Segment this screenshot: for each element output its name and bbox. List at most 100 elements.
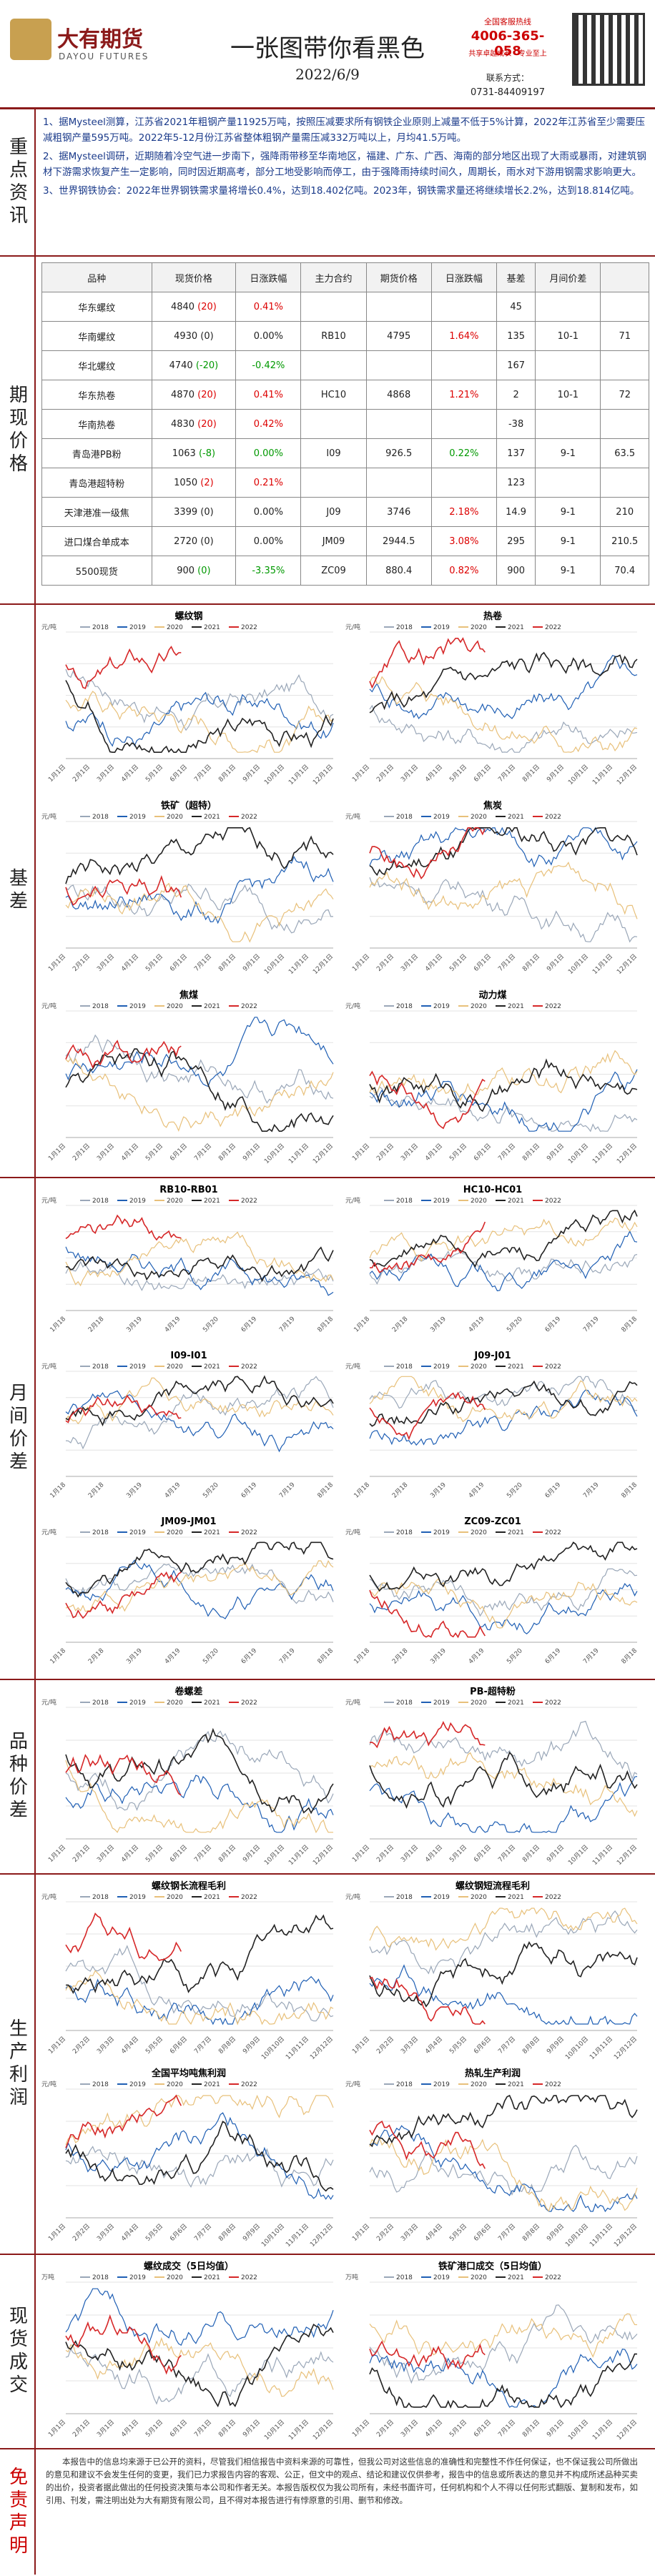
x-tick-label: 4月1日 — [424, 952, 445, 973]
x-tick-label: 5月1日 — [144, 2418, 165, 2439]
chart: HC10-HC01 元/吨 2018 2019 2020 2021 2022 1月18 2月18… — [343, 1181, 643, 1342]
x-tick-label: 3月1日 — [96, 952, 117, 973]
section-label: 期现价格 — [0, 257, 36, 603]
table-header: 日涨跌幅 — [235, 262, 302, 292]
table-cell: 1050 (2) — [151, 468, 237, 498]
x-tick-label: 11月1日 — [287, 1843, 310, 1867]
x-tick-label: 12月1日 — [311, 763, 335, 786]
x-tick-label: 11月11日 — [284, 2222, 310, 2249]
x-tick-label: 4月4日 — [424, 2222, 445, 2243]
legend-label: 2022 — [545, 1003, 561, 1010]
chart-unit: 元/吨 — [345, 1698, 360, 1707]
x-tick-label: 3月1日 — [96, 2418, 117, 2439]
spot-change: (20) — [197, 301, 217, 312]
series-line — [369, 1391, 486, 1441]
x-tick-label: 7月19 — [581, 1481, 600, 1499]
legend-label: 2019 — [433, 814, 450, 821]
table-cell: 3399 (0) — [151, 497, 237, 527]
legend-label: 2021 — [204, 2081, 220, 2088]
legend-label: 2020 — [167, 1198, 183, 1205]
series-line — [369, 826, 638, 877]
x-tick-label: 11月1日 — [591, 952, 614, 976]
contact-phone: 0731-84409197 — [471, 87, 545, 98]
x-tick-label: 2月1日 — [375, 763, 396, 784]
series-line — [369, 1070, 486, 1130]
series-line — [65, 2323, 334, 2408]
chart: 动力煤 元/吨 2018 2019 2020 2021 2022 1月1日 2月1日 3月1日 4月… — [343, 987, 643, 1169]
series-line — [369, 1589, 486, 1639]
series-line — [369, 1578, 638, 1629]
chart-title: 螺纹钢短流程毛利 — [455, 1880, 530, 1892]
table-cell: 9-1 — [535, 438, 601, 468]
report-header: 大有期货 DAYOU FUTURES 一张图带你看黑色 2022/6/9 全国客… — [0, 0, 655, 109]
series-line — [65, 2288, 334, 2346]
x-tick-label: 3月3日 — [96, 2035, 117, 2056]
x-tick-label: 6月19 — [240, 1315, 258, 1333]
section-label: 现货成交 — [0, 2255, 36, 2448]
table-cell: 1.64% — [430, 321, 497, 351]
qr-code-icon[interactable] — [572, 13, 645, 86]
x-tick-label: 8月18 — [620, 1481, 639, 1499]
section-label: 基差 — [0, 605, 36, 1177]
chart-svg: 铁矿（超特） 元/吨 2018 2019 2020 2021 2022 1月1日 2月1日 3月1… — [41, 800, 335, 976]
x-tick-label: 7月1日 — [193, 1142, 214, 1163]
table-header — [600, 262, 649, 292]
spot-change: (20) — [197, 418, 217, 430]
table-cell: 0.41% — [235, 292, 302, 322]
table-cell: 900 — [496, 556, 536, 586]
legend-label: 2022 — [545, 624, 561, 631]
x-tick-label: 1月1日 — [47, 763, 68, 784]
x-tick-label: 12月1日 — [311, 2418, 335, 2442]
legend-label: 2018 — [92, 1003, 109, 1010]
table-cell — [535, 292, 601, 322]
legend-label: 2020 — [167, 1363, 183, 1371]
x-tick-label: 7月7日 — [193, 2035, 214, 2056]
x-tick-label: 8月18 — [316, 1315, 335, 1333]
table-cell: 天津港准一级焦 — [41, 497, 152, 527]
section-label: 生产利润 — [0, 1875, 36, 2254]
x-tick-label: 4月1日 — [424, 1843, 445, 1864]
x-tick-label: 3月1日 — [400, 952, 420, 973]
legend-label: 2019 — [129, 1198, 146, 1205]
series-line — [65, 1231, 334, 1287]
table-cell — [365, 350, 432, 380]
x-tick-label: 7月1日 — [497, 1843, 518, 1864]
x-tick-label: 4月1日 — [120, 952, 141, 973]
price-table: 品种 现货价格 日涨跌幅 主力合约 期货价格 日涨跌幅 基差 月间价差 华东螺纹 4840 (2… — [41, 262, 649, 586]
series-line — [369, 2094, 638, 2148]
x-tick-label: 1月1日 — [47, 1843, 68, 1864]
disclaimer-section: 免责声明 本报告中的信息均来源于已公开的资料，尽管我们相信报告中资料来源的可靠性… — [0, 2449, 655, 2575]
series-line — [369, 1976, 486, 2025]
x-tick-label: 6月6日 — [473, 2222, 493, 2243]
legend-label: 2019 — [433, 1003, 450, 1010]
chart-svg: J09-J01 元/吨 2018 2019 2020 2021 2022 1月18 2月18 3月… — [345, 1351, 639, 1500]
company-logo — [10, 19, 51, 60]
x-tick-label: 9月1日 — [242, 2418, 262, 2439]
table-cell: 0.82% — [430, 556, 497, 586]
x-tick-label: 10月1日 — [566, 2418, 590, 2442]
x-tick-label: 2月2日 — [375, 2222, 396, 2243]
profit-charts: 螺纹钢长流程毛利 元/吨 2018 2019 2020 2021 2022 1月1日 2月2日 3… — [39, 1875, 651, 2254]
x-tick-label: 1月1日 — [47, 1142, 68, 1163]
series-line — [369, 1910, 638, 1975]
chart: 全国平均吨焦利润 元/吨 2018 2019 2020 2021 2022 1月1日 2月2日 3… — [39, 2065, 339, 2249]
x-tick-label: 1月1日 — [47, 2222, 68, 2243]
series-line — [369, 1376, 638, 1423]
series-line — [65, 1754, 182, 1796]
table-cell — [430, 409, 497, 439]
chart: 焦煤 元/吨 2018 2019 2020 2021 2022 1月1日 2月1日 3月1日 4月1… — [39, 987, 339, 1169]
series-line — [369, 1230, 638, 1292]
legend-label: 2018 — [92, 1198, 109, 1205]
series-line — [65, 1376, 334, 1450]
chart-title: 卷螺差 — [174, 1686, 202, 1697]
table-cell: 1063 (-8) — [151, 438, 237, 468]
x-tick-label: 12月12日 — [308, 2035, 335, 2061]
legend-label: 2021 — [204, 814, 220, 821]
chart-title: 焦炭 — [483, 800, 502, 811]
series-line — [369, 1751, 638, 1809]
table-cell — [535, 350, 601, 380]
x-tick-label: 3月3日 — [400, 2222, 420, 2243]
x-tick-label: 5月1日 — [448, 763, 469, 784]
x-tick-label: 8月8日 — [217, 2222, 238, 2243]
chart-title: 铁矿（超特） — [160, 800, 217, 811]
